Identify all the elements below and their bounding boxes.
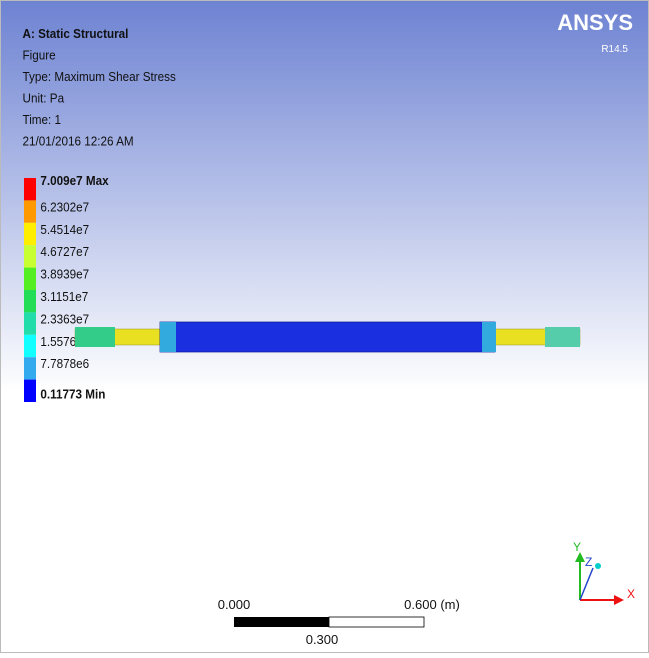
legend-label: 5.4514e7 [40,222,89,237]
legend-label: 2.3363e7 [40,312,89,327]
legend-swatch [24,268,36,290]
viewport: A: Static Structural Figure Type: Maximum … [0,0,649,653]
legend-swatch [24,357,36,379]
legend-label: 7.7878e6 [40,357,89,372]
legend-swatch [24,245,36,267]
legend-label: 3.8939e7 [40,267,89,282]
legend-swatch [24,335,36,357]
axis-x: X [627,587,635,601]
legend-swatch [24,223,36,245]
info-line: Type: Maximum Shear Stress [23,69,176,84]
scale-start: 0.000 [218,597,251,612]
info-line: Figure [23,48,56,63]
info-line: 21/01/2016 12:26 AM [23,134,134,149]
analysis-title: A: Static Structural [23,26,129,41]
legend-label: 7.009e7 Max [40,173,108,188]
legend-label: 4.6727e7 [40,245,89,260]
version: R14.5 [601,44,628,55]
logo: ANSYS [557,10,633,35]
legend-swatch [24,380,36,402]
legend-label: 3.1151e7 [40,289,88,304]
legend-swatch [24,178,36,200]
legend-swatch [24,312,36,334]
legend-swatch [24,200,36,222]
scale-end: 0.600 (m) [404,597,460,612]
legend-label: 0.11773 Min [40,387,105,402]
axis-y: Y [573,540,581,554]
scale-mid: 0.300 [306,632,339,647]
legend-label: 6.2302e7 [40,200,89,215]
info-line: Unit: Pa [23,91,65,106]
legend-swatch [24,290,36,312]
info-line: Time: 1 [23,112,62,127]
axis-z: Z [585,555,592,569]
